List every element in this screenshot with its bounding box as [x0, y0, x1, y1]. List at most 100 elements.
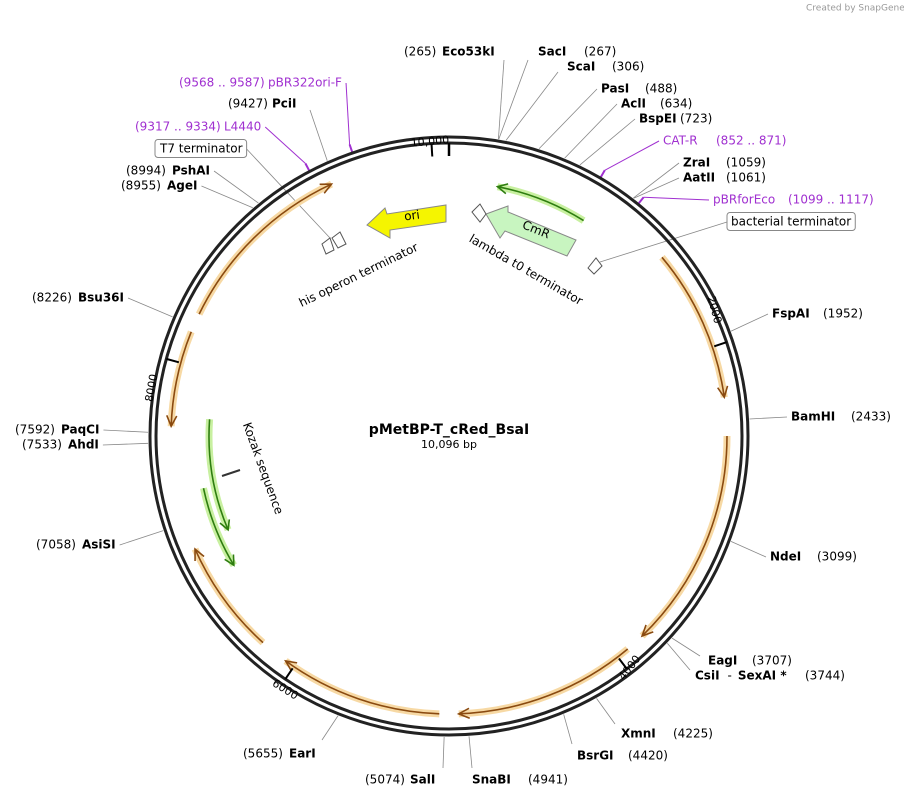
leader-line [213, 170, 259, 204]
site-position: (4941) [528, 773, 568, 787]
site-name: AsiSI [82, 538, 116, 552]
site-position: (488) [645, 82, 677, 96]
site-position: (3707) [752, 654, 792, 668]
site-name: SalI [410, 773, 435, 787]
site-position: (7592) [15, 423, 55, 437]
leader-line [579, 118, 636, 166]
backbone-outer [148, 135, 750, 737]
site-position: (634) [660, 97, 692, 111]
orf-arc [661, 256, 726, 398]
primer-mark [304, 163, 311, 172]
site-name: SnaBI [472, 773, 511, 787]
green-arc [208, 419, 229, 531]
site-name: PciI [272, 97, 297, 111]
site-separator: - [728, 669, 732, 683]
leader-line [730, 541, 767, 558]
site-name: AgeI [167, 179, 197, 193]
orf-halo [458, 646, 630, 718]
plasmid-size: 10,096 bp [421, 438, 477, 451]
leader-line [633, 177, 680, 199]
orf-halo [167, 330, 195, 427]
arrow-head [319, 183, 334, 194]
watermark: Created by SnapGene [806, 4, 904, 14]
site-position: (5655) [243, 747, 283, 761]
site-position: (9427) [228, 97, 268, 111]
tick-label: 8000 [143, 373, 161, 403]
arrow-head [194, 547, 205, 561]
arrow-head [219, 519, 231, 532]
site-name: Eco53kI [442, 45, 495, 59]
site-name: EagI [708, 654, 737, 668]
leader-line [633, 162, 680, 199]
tick-mark [713, 341, 727, 348]
primer-mark [637, 196, 645, 205]
site-name: Bsu36I [78, 291, 124, 305]
boxed-feature-label: bacterial terminator [731, 215, 851, 229]
leader-line [102, 442, 149, 446]
leader-line [498, 59, 505, 140]
primer-leader [345, 82, 351, 145]
primer-mark [348, 144, 354, 153]
green-arc [202, 488, 235, 566]
leader-line [596, 698, 616, 725]
terminator-glyph [587, 257, 603, 275]
site-name: BsrGI [577, 749, 614, 763]
leader-line [119, 530, 164, 546]
site-name: SacI [538, 45, 566, 59]
site-position: (4420) [628, 749, 668, 763]
site-name: AatII [683, 171, 715, 185]
site-position: (723) [680, 112, 712, 126]
primer-name: pBRforEco [713, 193, 775, 207]
site-name: CsiI [695, 669, 720, 683]
site-position: (8955) [121, 179, 161, 193]
leader-line [730, 313, 769, 332]
orf-arc [285, 660, 440, 715]
orf-arc [458, 648, 629, 715]
primer-position: (852 .. 871) [716, 134, 786, 148]
boxed-feature-label: T7 terminator [159, 142, 243, 156]
feature-box [154, 139, 248, 158]
plasmid-name: pMetBP-T_cRed_BsaI [369, 422, 529, 438]
primer-name: pBR322ori-F [268, 76, 342, 90]
leader-line [201, 185, 253, 209]
leader-line [667, 642, 691, 671]
arrow-head [284, 659, 298, 672]
ori-arrow [366, 204, 447, 239]
primer-name: L4440 [224, 120, 261, 134]
feature-label: his operon terminator [297, 240, 421, 310]
primer-leader [264, 126, 306, 164]
tick-mark [166, 357, 180, 364]
site-name: ScaI [567, 60, 595, 74]
site-position: (7533) [22, 438, 62, 452]
site-position: (1061) [726, 171, 766, 185]
site-position: (1059) [726, 156, 766, 170]
green-arc [497, 185, 585, 222]
leader-line [671, 637, 701, 657]
primer-name: CAT-R [663, 134, 698, 148]
site-name: FspAI [772, 307, 810, 321]
feature-label: Kozak sequence [240, 420, 286, 516]
terminator-glyph [471, 203, 487, 223]
site-position: (5074) [365, 773, 405, 787]
orf-arc [641, 435, 728, 637]
feature-box [726, 212, 856, 231]
site-position: (306) [612, 60, 644, 74]
feature-label: ori [403, 207, 420, 223]
terminator-glyph [331, 231, 347, 249]
primer-position: (9317 .. 9334) [135, 120, 221, 134]
site-name: NdeI [770, 550, 801, 564]
primer-mark [599, 169, 606, 178]
leader-line [442, 736, 445, 769]
orf-halo [283, 658, 440, 718]
leader-lines [102, 59, 788, 769]
arrow-head [166, 414, 178, 429]
orf-arc [194, 548, 264, 644]
site-name: PshAI [172, 164, 210, 178]
arrow-head [495, 183, 509, 195]
site-position: (2433) [851, 410, 891, 424]
tick-mark [284, 667, 294, 680]
site-position: (8994) [126, 164, 166, 178]
leader-line [498, 59, 529, 140]
leader-line [563, 714, 573, 745]
